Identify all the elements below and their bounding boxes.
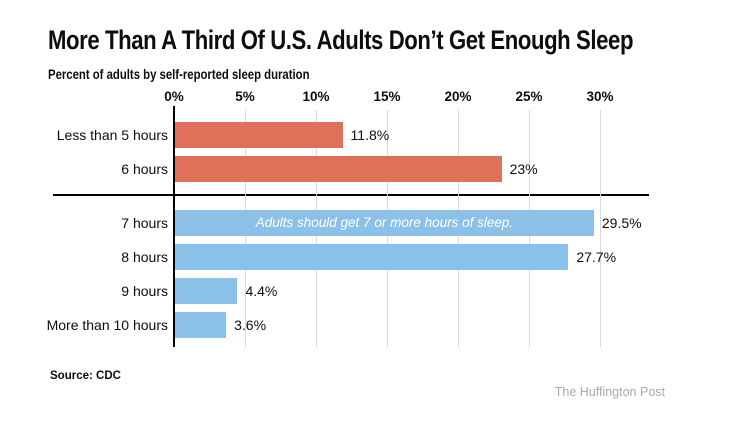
category-label-7-hours: 7 hours	[121, 215, 168, 231]
x-tick-label-25: 25%	[515, 89, 543, 104]
x-tick-label-15: 15%	[373, 89, 401, 104]
sleep-threshold-divider	[53, 194, 649, 196]
y-axis-baseline	[173, 106, 175, 347]
value-label-6-hours: 23%	[509, 160, 538, 177]
bar-more-than-10-hours	[175, 312, 227, 338]
annotation-recommended-sleep: Adults should get 7 or more hours of sle…	[255, 215, 514, 230]
value-label-7-hours: 29.5%	[601, 215, 642, 231]
bar-6-hours	[175, 155, 502, 182]
chart-title: More Than A Third Of U.S. Adults Don’t G…	[48, 25, 634, 55]
x-tick-label-0: 0%	[164, 89, 184, 104]
publisher-credit: The Huffington Post	[554, 385, 665, 399]
category-label-more-than-10-hours: More than 10 hours	[46, 317, 168, 333]
bar-8-hours	[175, 244, 569, 270]
category-label-less-than-5-hours: Less than 5 hours	[56, 127, 168, 143]
x-tick-label-5: 5%	[235, 89, 255, 104]
category-label-6-hours: 6 hours	[121, 160, 168, 177]
gridline-30	[599, 110, 601, 347]
value-label-more-than-10-hours: 3.6%	[234, 317, 267, 333]
x-tick-label-30: 30%	[586, 89, 614, 104]
bar-7-hours: Adults should get 7 or more hours of sle…	[175, 210, 594, 236]
value-label-9-hours: 4.4%	[245, 283, 278, 299]
bar-9-hours	[175, 278, 238, 304]
category-label-8-hours: 8 hours	[121, 249, 168, 265]
x-tick-label-10: 10%	[302, 89, 330, 104]
chart-subtitle: Percent of adults by self-reported sleep…	[48, 67, 310, 82]
x-tick-label-20: 20%	[444, 89, 472, 104]
source-label: Source: CDC	[50, 370, 121, 382]
category-label-9-hours: 9 hours	[121, 283, 168, 299]
bar-less-than-5-hours	[175, 122, 343, 148]
value-label-less-than-5-hours: 11.8%	[350, 127, 390, 143]
value-label-8-hours: 27.7%	[576, 249, 617, 265]
